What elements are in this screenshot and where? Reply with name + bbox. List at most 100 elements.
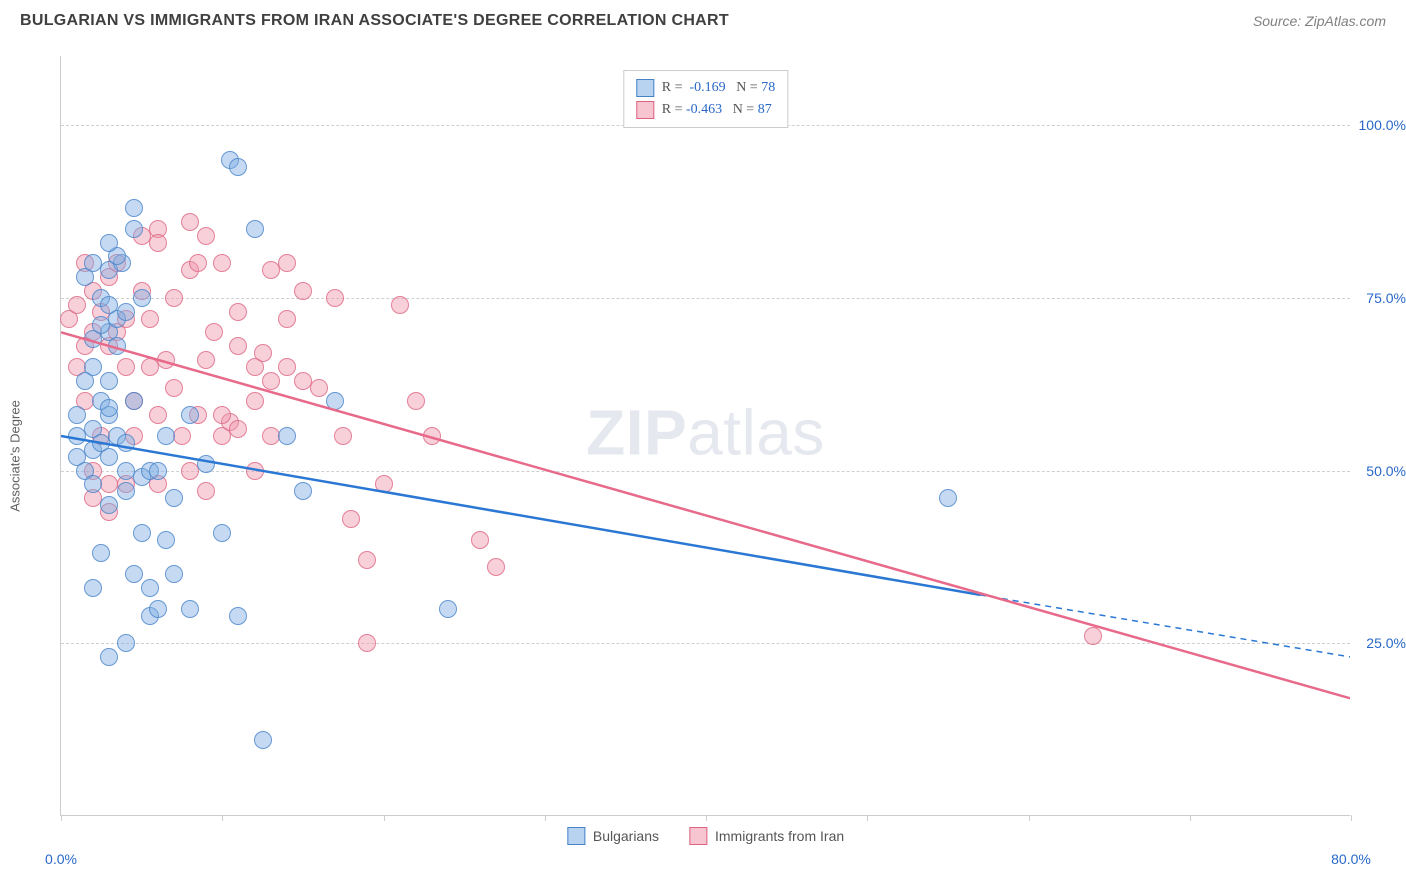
watermark: ZIPatlas [586, 395, 825, 469]
scatter-point-bulgarian [165, 565, 183, 583]
x-tick [545, 815, 546, 821]
scatter-point-bulgarian [181, 406, 199, 424]
scatter-point-iran [197, 482, 215, 500]
scatter-point-bulgarian [100, 448, 118, 466]
scatter-point-bulgarian [125, 392, 143, 410]
scatter-point-iran [1084, 627, 1102, 645]
scatter-point-bulgarian [84, 579, 102, 597]
y-axis-label: Associate's Degree [8, 400, 23, 512]
scatter-point-iran [229, 420, 247, 438]
scatter-point-bulgarian [92, 316, 110, 334]
scatter-point-iran [205, 323, 223, 341]
chart-title: BULGARIAN VS IMMIGRANTS FROM IRAN ASSOCI… [20, 12, 729, 30]
scatter-point-bulgarian [278, 427, 296, 445]
scatter-point-iran [165, 379, 183, 397]
scatter-point-bulgarian [133, 289, 151, 307]
scatter-point-bulgarian [117, 303, 135, 321]
y-tick-label: 75.0% [1366, 290, 1406, 306]
scatter-point-iran [294, 282, 312, 300]
scatter-point-iran [254, 344, 272, 362]
scatter-point-bulgarian [125, 220, 143, 238]
scatter-point-iran [326, 289, 344, 307]
watermark-atlas: atlas [687, 396, 825, 468]
scatter-point-bulgarian [157, 427, 175, 445]
scatter-point-bulgarian [197, 455, 215, 473]
plot-area: ZIPatlas R = -0.169 N = 78 R = -0.463 N … [60, 56, 1350, 816]
x-tick [1351, 815, 1352, 821]
x-tick [706, 815, 707, 821]
scatter-point-iran [117, 358, 135, 376]
x-tick [384, 815, 385, 821]
scatter-point-bulgarian [100, 496, 118, 514]
x-tick-label: 80.0% [1331, 851, 1371, 867]
scatter-point-iran [375, 475, 393, 493]
x-tick-label: 0.0% [45, 851, 77, 867]
scatter-point-bulgarian [100, 372, 118, 390]
legend-label-iran: Immigrants from Iran [715, 828, 844, 844]
scatter-point-iran [278, 254, 296, 272]
x-tick [222, 815, 223, 821]
scatter-point-iran [68, 296, 86, 314]
scatter-point-iran [157, 351, 175, 369]
y-tick-label: 50.0% [1366, 463, 1406, 479]
x-tick [61, 815, 62, 821]
scatter-point-bulgarian [100, 399, 118, 417]
x-tick [1029, 815, 1030, 821]
legend-item-iran: Immigrants from Iran [689, 827, 844, 845]
scatter-point-iran [189, 254, 207, 272]
gridline-h [61, 643, 1350, 644]
watermark-zip: ZIP [586, 396, 687, 468]
scatter-point-iran [358, 551, 376, 569]
scatter-point-bulgarian [84, 254, 102, 272]
scatter-point-bulgarian [246, 220, 264, 238]
legend-row-pink: R = -0.463 N = 87 [636, 99, 775, 121]
swatch-pink-icon [689, 827, 707, 845]
scatter-point-iran [213, 406, 231, 424]
scatter-point-bulgarian [108, 337, 126, 355]
scatter-point-bulgarian [439, 600, 457, 618]
legend-series: Bulgarians Immigrants from Iran [567, 827, 844, 845]
scatter-point-iran [423, 427, 441, 445]
scatter-point-iran [407, 392, 425, 410]
scatter-point-bulgarian [117, 482, 135, 500]
scatter-point-bulgarian [100, 296, 118, 314]
scatter-point-bulgarian [213, 524, 231, 542]
scatter-point-iran [487, 558, 505, 576]
scatter-point-iran [358, 634, 376, 652]
scatter-point-iran [391, 296, 409, 314]
scatter-point-bulgarian [76, 372, 94, 390]
scatter-point-bulgarian [100, 648, 118, 666]
legend-item-bulgarians: Bulgarians [567, 827, 659, 845]
legend-label-bulgarians: Bulgarians [593, 828, 659, 844]
scatter-point-iran [471, 531, 489, 549]
scatter-point-bulgarian [117, 634, 135, 652]
scatter-point-bulgarian [254, 731, 272, 749]
scatter-point-bulgarian [117, 434, 135, 452]
scatter-point-bulgarian [229, 607, 247, 625]
legend-stats-pink: R = -0.463 N = 87 [662, 102, 772, 118]
x-tick [867, 815, 868, 821]
scatter-point-bulgarian [125, 565, 143, 583]
x-tick [1190, 815, 1191, 821]
scatter-point-iran [149, 234, 167, 252]
scatter-point-iran [197, 351, 215, 369]
scatter-point-bulgarian [157, 531, 175, 549]
scatter-point-iran [334, 427, 352, 445]
scatter-point-iran [278, 358, 296, 376]
scatter-point-iran [246, 392, 264, 410]
scatter-point-iran [165, 289, 183, 307]
legend-row-blue: R = -0.169 N = 78 [636, 77, 775, 99]
scatter-point-bulgarian [92, 544, 110, 562]
scatter-point-bulgarian [326, 392, 344, 410]
scatter-point-iran [342, 510, 360, 528]
legend-stats-blue: R = -0.169 N = 78 [662, 80, 775, 96]
scatter-point-iran [229, 337, 247, 355]
regression-overlay [61, 56, 1350, 815]
y-tick-label: 100.0% [1359, 117, 1406, 133]
scatter-point-bulgarian [149, 462, 167, 480]
scatter-point-iran [181, 213, 199, 231]
scatter-point-iran [197, 227, 215, 245]
swatch-pink-icon [636, 101, 654, 119]
scatter-point-iran [246, 462, 264, 480]
scatter-point-iran [173, 427, 191, 445]
